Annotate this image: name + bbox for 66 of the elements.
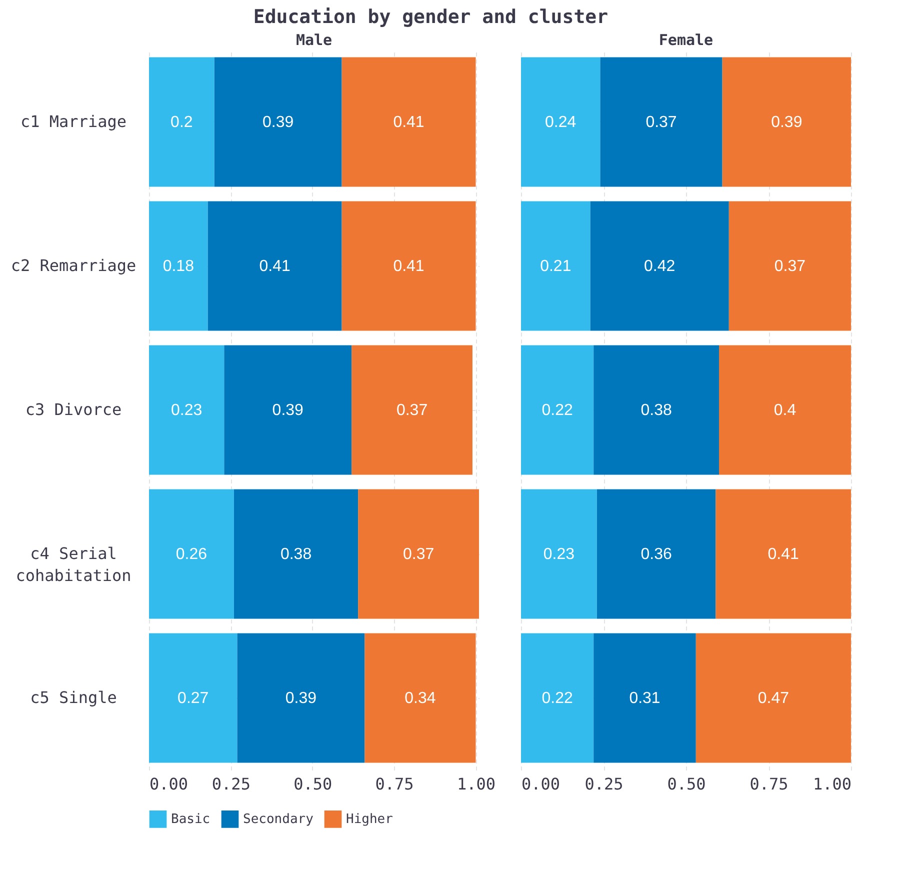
data-label: 0.22 <box>542 402 573 419</box>
x-tick-label: 1.00 <box>812 774 852 794</box>
bar <box>149 345 224 475</box>
x-tick-label: 0.00 <box>522 774 560 794</box>
legend-label: Secondary <box>243 812 314 828</box>
bar <box>214 57 342 187</box>
x-tick-label: 0.25 <box>584 774 624 794</box>
data-label: 0.22 <box>542 690 573 707</box>
legend-label: Higher <box>346 812 394 828</box>
chart-title: Education by gender and cluster <box>253 6 608 28</box>
data-label: 0.23 <box>543 546 575 563</box>
data-label: 0.31 <box>629 690 660 707</box>
bar <box>149 201 208 331</box>
x-tick-label: 0.25 <box>212 774 250 794</box>
data-label: 0.38 <box>280 546 312 563</box>
data-label: 0.23 <box>171 402 202 419</box>
y-tick-label: c5 Single <box>30 688 117 707</box>
data-label: 0.36 <box>640 546 672 563</box>
x-tick-label: 1.00 <box>456 774 496 794</box>
data-label: 0.37 <box>396 402 428 419</box>
x-tick-label: 0.75 <box>375 774 414 794</box>
data-label: 0.37 <box>774 258 806 275</box>
bar <box>342 201 476 331</box>
y-tick-label: c3 Divorce <box>25 400 122 419</box>
data-label: 0.18 <box>162 258 194 275</box>
legend-label: Basic <box>171 812 210 828</box>
y-tick-label: c2 Remarriage <box>10 256 136 275</box>
bar <box>149 633 238 763</box>
data-label: 0.21 <box>540 258 572 275</box>
data-label: 0.27 <box>178 690 209 707</box>
data-label: 0.38 <box>640 402 672 419</box>
bar <box>234 489 358 619</box>
data-label: 0.4 <box>774 402 796 419</box>
x-tick-label: 0.75 <box>750 774 788 794</box>
bar <box>237 633 365 763</box>
chart-subtitle: Male <box>296 31 332 49</box>
data-label: 0.41 <box>393 258 424 275</box>
data-label: 0.24 <box>545 114 576 131</box>
bar <box>342 57 476 187</box>
bar <box>149 57 214 187</box>
data-label: 0.37 <box>402 546 434 563</box>
data-label: 0.34 <box>404 690 436 707</box>
bar <box>149 489 234 619</box>
chart-subtitle: Female <box>658 31 714 49</box>
data-label: 0.39 <box>771 114 802 131</box>
data-label: 0.41 <box>393 114 424 131</box>
data-label: 0.39 <box>262 114 294 131</box>
data-label: 0.26 <box>176 546 208 563</box>
data-label: 0.42 <box>644 258 676 275</box>
data-label: 0.2 <box>170 114 193 131</box>
y-tick-label: c1 Marriage <box>20 112 126 131</box>
y-tick-label: c4 Serial cohabitation <box>16 544 132 585</box>
data-label: 0.41 <box>259 258 290 275</box>
data-label: 0.47 <box>758 690 790 707</box>
bar <box>358 489 479 619</box>
bar <box>352 345 472 475</box>
data-label: 0.37 <box>646 114 677 131</box>
data-label: 0.41 <box>768 546 800 563</box>
data-label: 0.39 <box>285 690 317 707</box>
bar <box>224 345 352 475</box>
data-label: 0.39 <box>272 402 304 419</box>
x-tick-label: 0.50 <box>667 774 706 794</box>
x-tick-label: 0.50 <box>294 774 332 794</box>
x-tick-label: 0.00 <box>150 774 188 794</box>
bar <box>364 633 476 763</box>
bar <box>208 201 342 331</box>
